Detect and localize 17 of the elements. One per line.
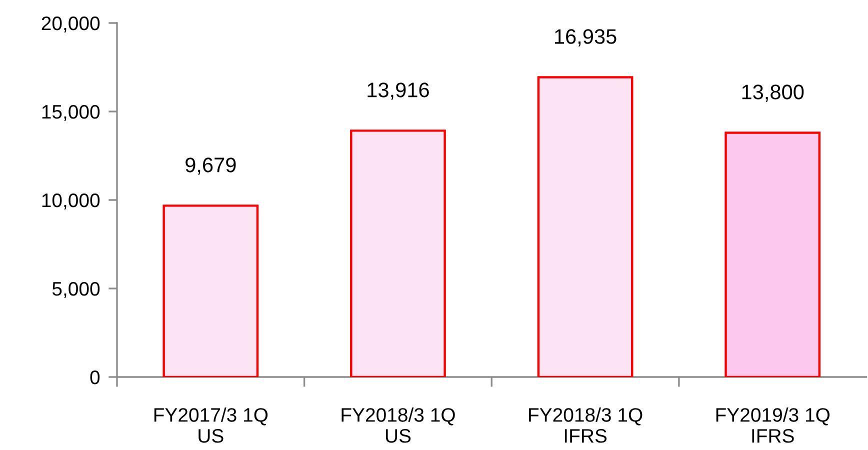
data-label: 13,800 — [742, 84, 804, 102]
y-tick-label: 5,000 — [52, 282, 100, 298]
x-tick-label: FY2018/3 1Q IFRS — [529, 408, 642, 443]
y-tick-label: 15,000 — [42, 104, 100, 122]
data-label: 9,679 — [186, 158, 236, 175]
bar — [350, 130, 446, 377]
y-tick-label: 10,000 — [42, 193, 100, 210]
y-tick-label: 20,000 — [42, 16, 100, 33]
bar — [537, 76, 634, 377]
bar — [724, 132, 821, 377]
data-label: 13,916 — [368, 82, 429, 100]
x-tick-label: FY2018/3 1Q US — [342, 408, 455, 443]
x-tick-label: FY2019/3 1Q IFRS — [716, 408, 830, 443]
data-label: 16,935 — [555, 29, 616, 46]
y-tick-label: 0 — [90, 370, 100, 384]
bar — [162, 204, 259, 377]
x-tick-label: FY2017/3 1Q US — [154, 408, 268, 443]
